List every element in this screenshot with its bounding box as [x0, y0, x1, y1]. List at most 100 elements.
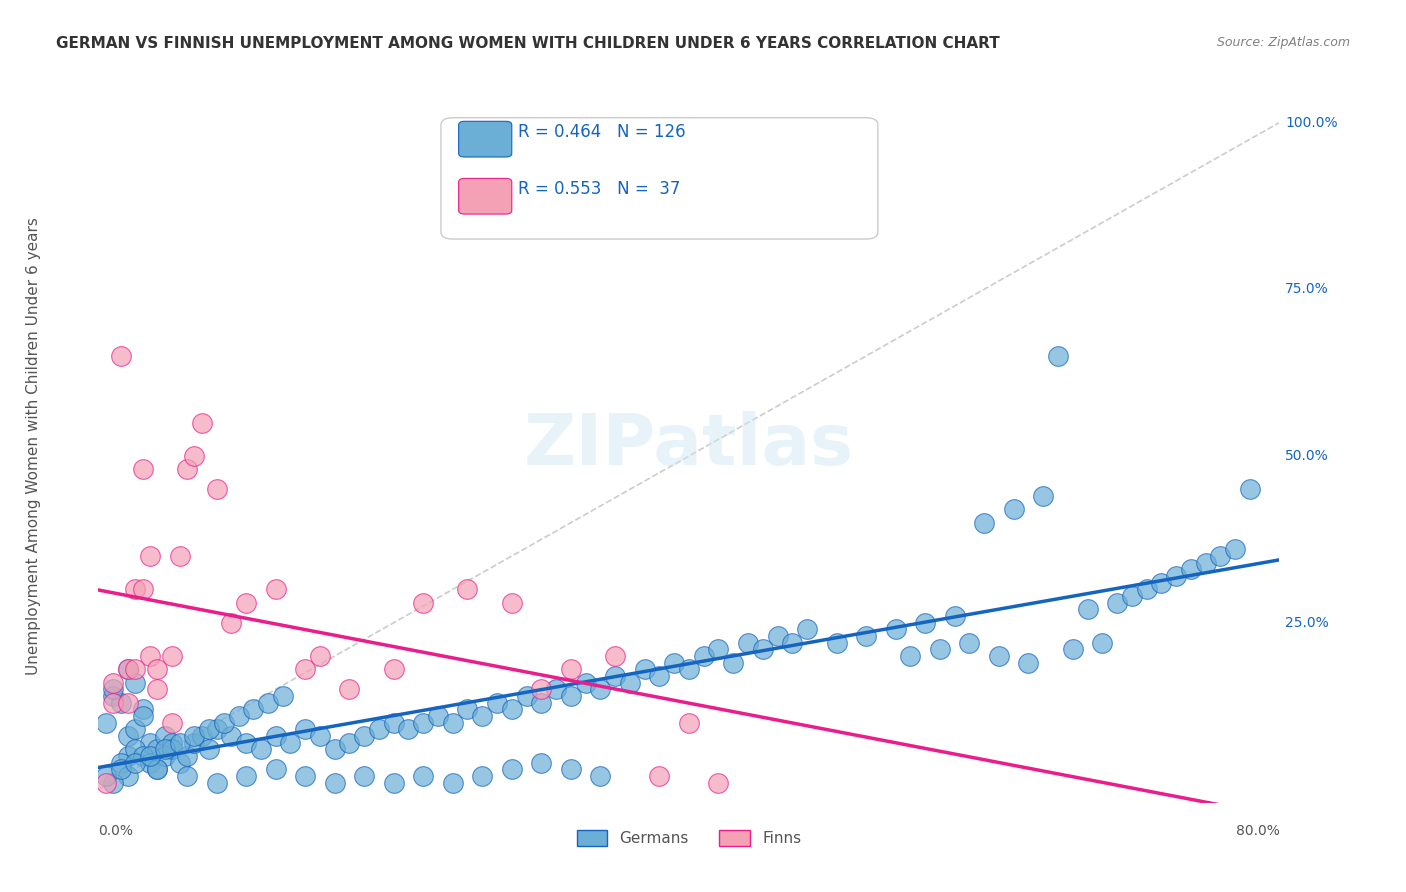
Point	[191, 729, 214, 743]
Point	[1180, 562, 1202, 576]
Text: 0.0%: 0.0%	[98, 824, 134, 838]
Point	[337, 736, 360, 750]
Point	[1062, 642, 1084, 657]
Point	[1077, 602, 1099, 616]
Text: 25.0%: 25.0%	[1285, 615, 1329, 630]
Point	[242, 702, 264, 716]
Point	[1121, 589, 1143, 603]
Point	[501, 596, 523, 610]
Point	[441, 715, 464, 730]
Point	[198, 723, 221, 737]
Point	[353, 769, 375, 783]
Point	[169, 736, 191, 750]
Point	[914, 615, 936, 630]
Point	[1223, 542, 1246, 557]
Point	[162, 649, 183, 664]
Point	[250, 742, 273, 756]
Point	[117, 749, 139, 764]
Point	[139, 749, 162, 764]
Point	[162, 742, 183, 756]
Point	[235, 769, 257, 783]
Point	[162, 715, 183, 730]
Point	[110, 696, 132, 710]
Point	[110, 756, 132, 770]
Point	[183, 736, 205, 750]
Point	[1164, 569, 1187, 583]
Point	[146, 742, 169, 756]
Point	[396, 723, 419, 737]
Point	[589, 682, 612, 697]
Point	[353, 729, 375, 743]
Point	[678, 662, 700, 676]
Point	[169, 756, 191, 770]
Point	[153, 749, 176, 764]
Point	[486, 696, 509, 710]
Point	[648, 669, 671, 683]
Point	[323, 776, 346, 790]
Point	[928, 642, 950, 657]
Point	[94, 776, 117, 790]
Point	[124, 742, 146, 756]
Point	[103, 675, 125, 690]
Point	[471, 769, 494, 783]
Point	[94, 769, 117, 783]
Point	[94, 715, 117, 730]
Point	[294, 769, 316, 783]
Point	[619, 675, 641, 690]
Point	[146, 662, 169, 676]
Point	[382, 715, 405, 730]
Text: 75.0%: 75.0%	[1285, 282, 1329, 296]
Point	[124, 756, 146, 770]
Point	[132, 582, 155, 597]
Point	[110, 349, 132, 363]
Point	[574, 675, 596, 690]
Point	[235, 596, 257, 610]
Text: R = 0.553   N =  37: R = 0.553 N = 37	[517, 180, 681, 198]
Point	[228, 709, 250, 723]
Text: ZIPatlas: ZIPatlas	[524, 411, 853, 481]
Text: R = 0.464   N = 126: R = 0.464 N = 126	[517, 123, 685, 141]
Point	[412, 769, 434, 783]
Point	[219, 729, 242, 743]
Text: 80.0%: 80.0%	[1236, 824, 1279, 838]
Point	[973, 516, 995, 530]
Point	[183, 449, 205, 463]
Text: 100.0%: 100.0%	[1285, 116, 1339, 129]
Point	[1105, 596, 1128, 610]
Point	[589, 769, 612, 783]
Point	[1195, 556, 1218, 570]
Point	[1032, 489, 1054, 503]
Point	[337, 682, 360, 697]
Point	[664, 656, 686, 670]
Point	[412, 715, 434, 730]
Point	[132, 702, 155, 716]
Point	[124, 675, 146, 690]
Point	[1002, 502, 1025, 516]
Point	[191, 416, 214, 430]
Text: Source: ZipAtlas.com: Source: ZipAtlas.com	[1216, 36, 1350, 49]
Point	[124, 582, 146, 597]
Point	[205, 776, 228, 790]
Point	[205, 483, 228, 497]
Point	[117, 769, 139, 783]
Point	[271, 689, 294, 703]
Point	[146, 763, 169, 777]
Point	[117, 662, 139, 676]
Point	[132, 749, 155, 764]
Point	[1135, 582, 1157, 597]
Point	[103, 696, 125, 710]
Point	[1239, 483, 1261, 497]
Point	[766, 629, 789, 643]
Point	[560, 689, 582, 703]
Point	[146, 763, 169, 777]
Point	[412, 596, 434, 610]
Point	[382, 662, 405, 676]
Point	[162, 736, 183, 750]
Point	[139, 736, 162, 750]
Point	[825, 636, 848, 650]
Point	[959, 636, 981, 650]
Point	[117, 662, 139, 676]
Point	[560, 763, 582, 777]
Point	[294, 723, 316, 737]
Point	[264, 763, 287, 777]
